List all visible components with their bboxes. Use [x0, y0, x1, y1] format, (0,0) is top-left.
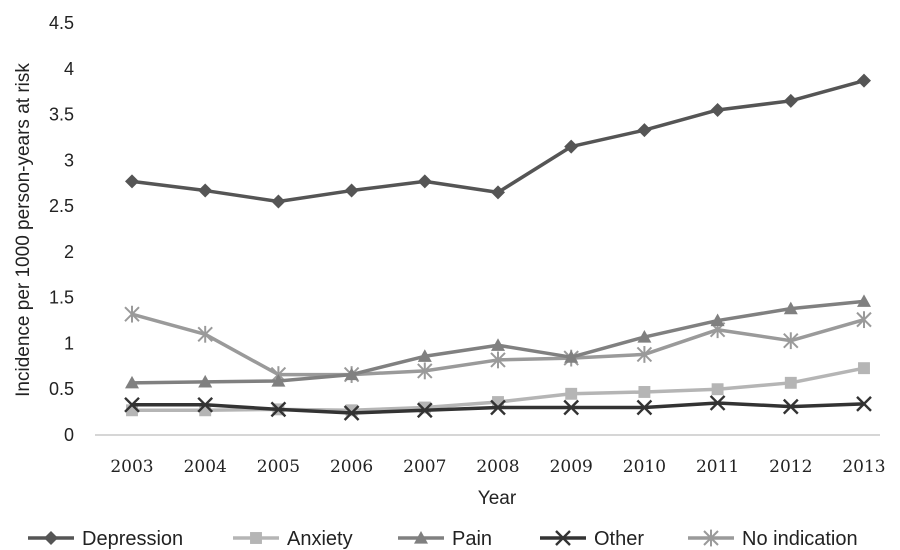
x-tick-label: 2006: [330, 457, 373, 477]
y-tick-label: 1: [64, 333, 74, 353]
y-tick-label: 1.5: [49, 288, 74, 308]
data-point: [638, 386, 651, 398]
y-tick-label: 0.5: [49, 379, 74, 399]
x-tick-label: 2013: [842, 457, 885, 477]
legend-item: Other: [540, 528, 644, 550]
legend-marker: [703, 529, 719, 547]
data-point: [858, 362, 870, 375]
legend-marker: [555, 530, 571, 546]
legend-marker: [250, 532, 262, 544]
data-point: [490, 351, 506, 369]
data-point: [784, 376, 797, 389]
legend-item: Anxiety: [233, 528, 353, 550]
legend: Depression Anxiety Pain Other No indication: [28, 528, 858, 550]
data-point: [491, 338, 505, 351]
y-axis-ticks: 0 0.5 1 1.5 2 2.5 3 3.5 4 4.5: [49, 13, 74, 445]
data-point: [783, 93, 798, 108]
series-pain: [125, 294, 871, 389]
data-point: [709, 395, 726, 411]
y-tick-label: 4.5: [49, 13, 74, 33]
data-point: [198, 374, 213, 388]
data-point: [199, 404, 212, 417]
x-axis-ticks: 2003 2004 2005 2006 2007 2008 2009 2010 2011 2012…: [110, 457, 885, 477]
data-point: [344, 183, 359, 198]
data-point: [711, 383, 724, 396]
y-tick-label: 2: [64, 242, 74, 262]
data-point: [125, 375, 139, 389]
data-point: [856, 396, 872, 412]
x-tick-label: 2008: [476, 457, 519, 477]
data-point: [710, 102, 725, 117]
data-point: [492, 396, 504, 408]
legend-label: Anxiety: [287, 528, 353, 550]
data-point: [125, 174, 139, 189]
y-tick-label: 0: [64, 425, 74, 445]
x-tick-label: 2009: [550, 457, 593, 477]
legend-item: Depression: [28, 528, 183, 550]
series-no-indication: [124, 305, 872, 383]
data-point: [126, 404, 138, 417]
data-point: [343, 405, 360, 421]
legend-marker: [44, 531, 58, 545]
data-point: [783, 301, 798, 315]
data-point: [418, 401, 431, 414]
x-tick-label: 2003: [110, 457, 153, 477]
x-axis-title: Year: [478, 488, 517, 509]
data-point: [490, 399, 506, 416]
y-tick-label: 2.5: [49, 196, 74, 216]
data-point: [197, 325, 213, 343]
data-point: [636, 399, 653, 416]
y-tick-label: 4: [64, 59, 74, 79]
data-point: [197, 396, 214, 413]
series-layer: [124, 73, 872, 421]
series-other: [124, 395, 872, 421]
data-point: [637, 123, 652, 138]
series-anxiety: [126, 362, 870, 417]
x-tick-label: 2011: [696, 457, 739, 477]
x-tick-label: 2004: [184, 457, 227, 477]
x-tick-label: 2005: [257, 457, 300, 477]
data-point: [271, 373, 286, 387]
legend-label: Other: [594, 528, 644, 550]
data-point: [710, 313, 725, 327]
data-point: [857, 73, 871, 88]
legend-label: No indication: [742, 528, 858, 550]
series-line: [131, 78, 865, 204]
data-point: [271, 194, 286, 209]
data-point: [565, 387, 578, 400]
data-point: [637, 330, 652, 343]
data-point: [856, 311, 872, 329]
data-point: [857, 294, 871, 307]
x-tick-label: 2010: [623, 457, 666, 477]
x-tick-label: 2007: [403, 457, 446, 477]
legend-item: No indication: [688, 528, 858, 550]
data-point: [124, 396, 140, 413]
data-point: [270, 401, 287, 418]
data-point: [783, 332, 799, 350]
y-tick-label: 3.5: [49, 105, 74, 125]
data-point: [564, 139, 579, 154]
legend-label: Depression: [82, 528, 183, 550]
data-point: [782, 398, 799, 415]
legend-item: Pain: [398, 528, 492, 550]
data-point: [417, 349, 432, 362]
data-point: [417, 362, 433, 380]
data-point: [344, 367, 359, 381]
data-point: [417, 174, 432, 189]
x-tick-label: 2012: [769, 457, 812, 477]
y-tick-label: 3: [64, 150, 74, 170]
data-point: [491, 185, 505, 200]
data-point: [563, 399, 580, 416]
data-point: [124, 305, 140, 323]
y-axis-title: Incidence per 1000 person-years at risk: [13, 63, 34, 397]
series-depression: [125, 73, 871, 209]
data-point: [198, 183, 213, 198]
legend-marker: [414, 531, 428, 544]
data-point: [564, 350, 579, 363]
legend-label: Pain: [452, 528, 492, 550]
data-point: [416, 402, 433, 419]
data-point: [636, 346, 653, 363]
data-point: [345, 404, 358, 417]
